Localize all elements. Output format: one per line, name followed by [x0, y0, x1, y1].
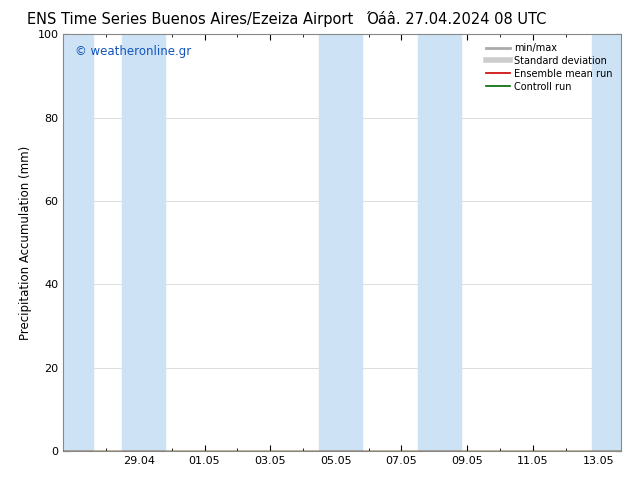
Bar	[418, 34, 460, 451]
Y-axis label: Precipitation Accumulation (mm): Precipitation Accumulation (mm)	[19, 146, 32, 340]
Bar	[122, 34, 165, 451]
Bar	[592, 34, 621, 451]
Text: Όáâ. 27.04.2024 08 UTC: Όáâ. 27.04.2024 08 UTC	[366, 12, 547, 27]
Bar	[320, 34, 362, 451]
Bar	[63, 34, 93, 451]
Legend: min/max, Standard deviation, Ensemble mean run, Controll run: min/max, Standard deviation, Ensemble me…	[482, 39, 616, 96]
Text: ENS Time Series Buenos Aires/Ezeiza Airport: ENS Time Series Buenos Aires/Ezeiza Airp…	[27, 12, 353, 27]
Text: © weatheronline.gr: © weatheronline.gr	[75, 45, 191, 58]
